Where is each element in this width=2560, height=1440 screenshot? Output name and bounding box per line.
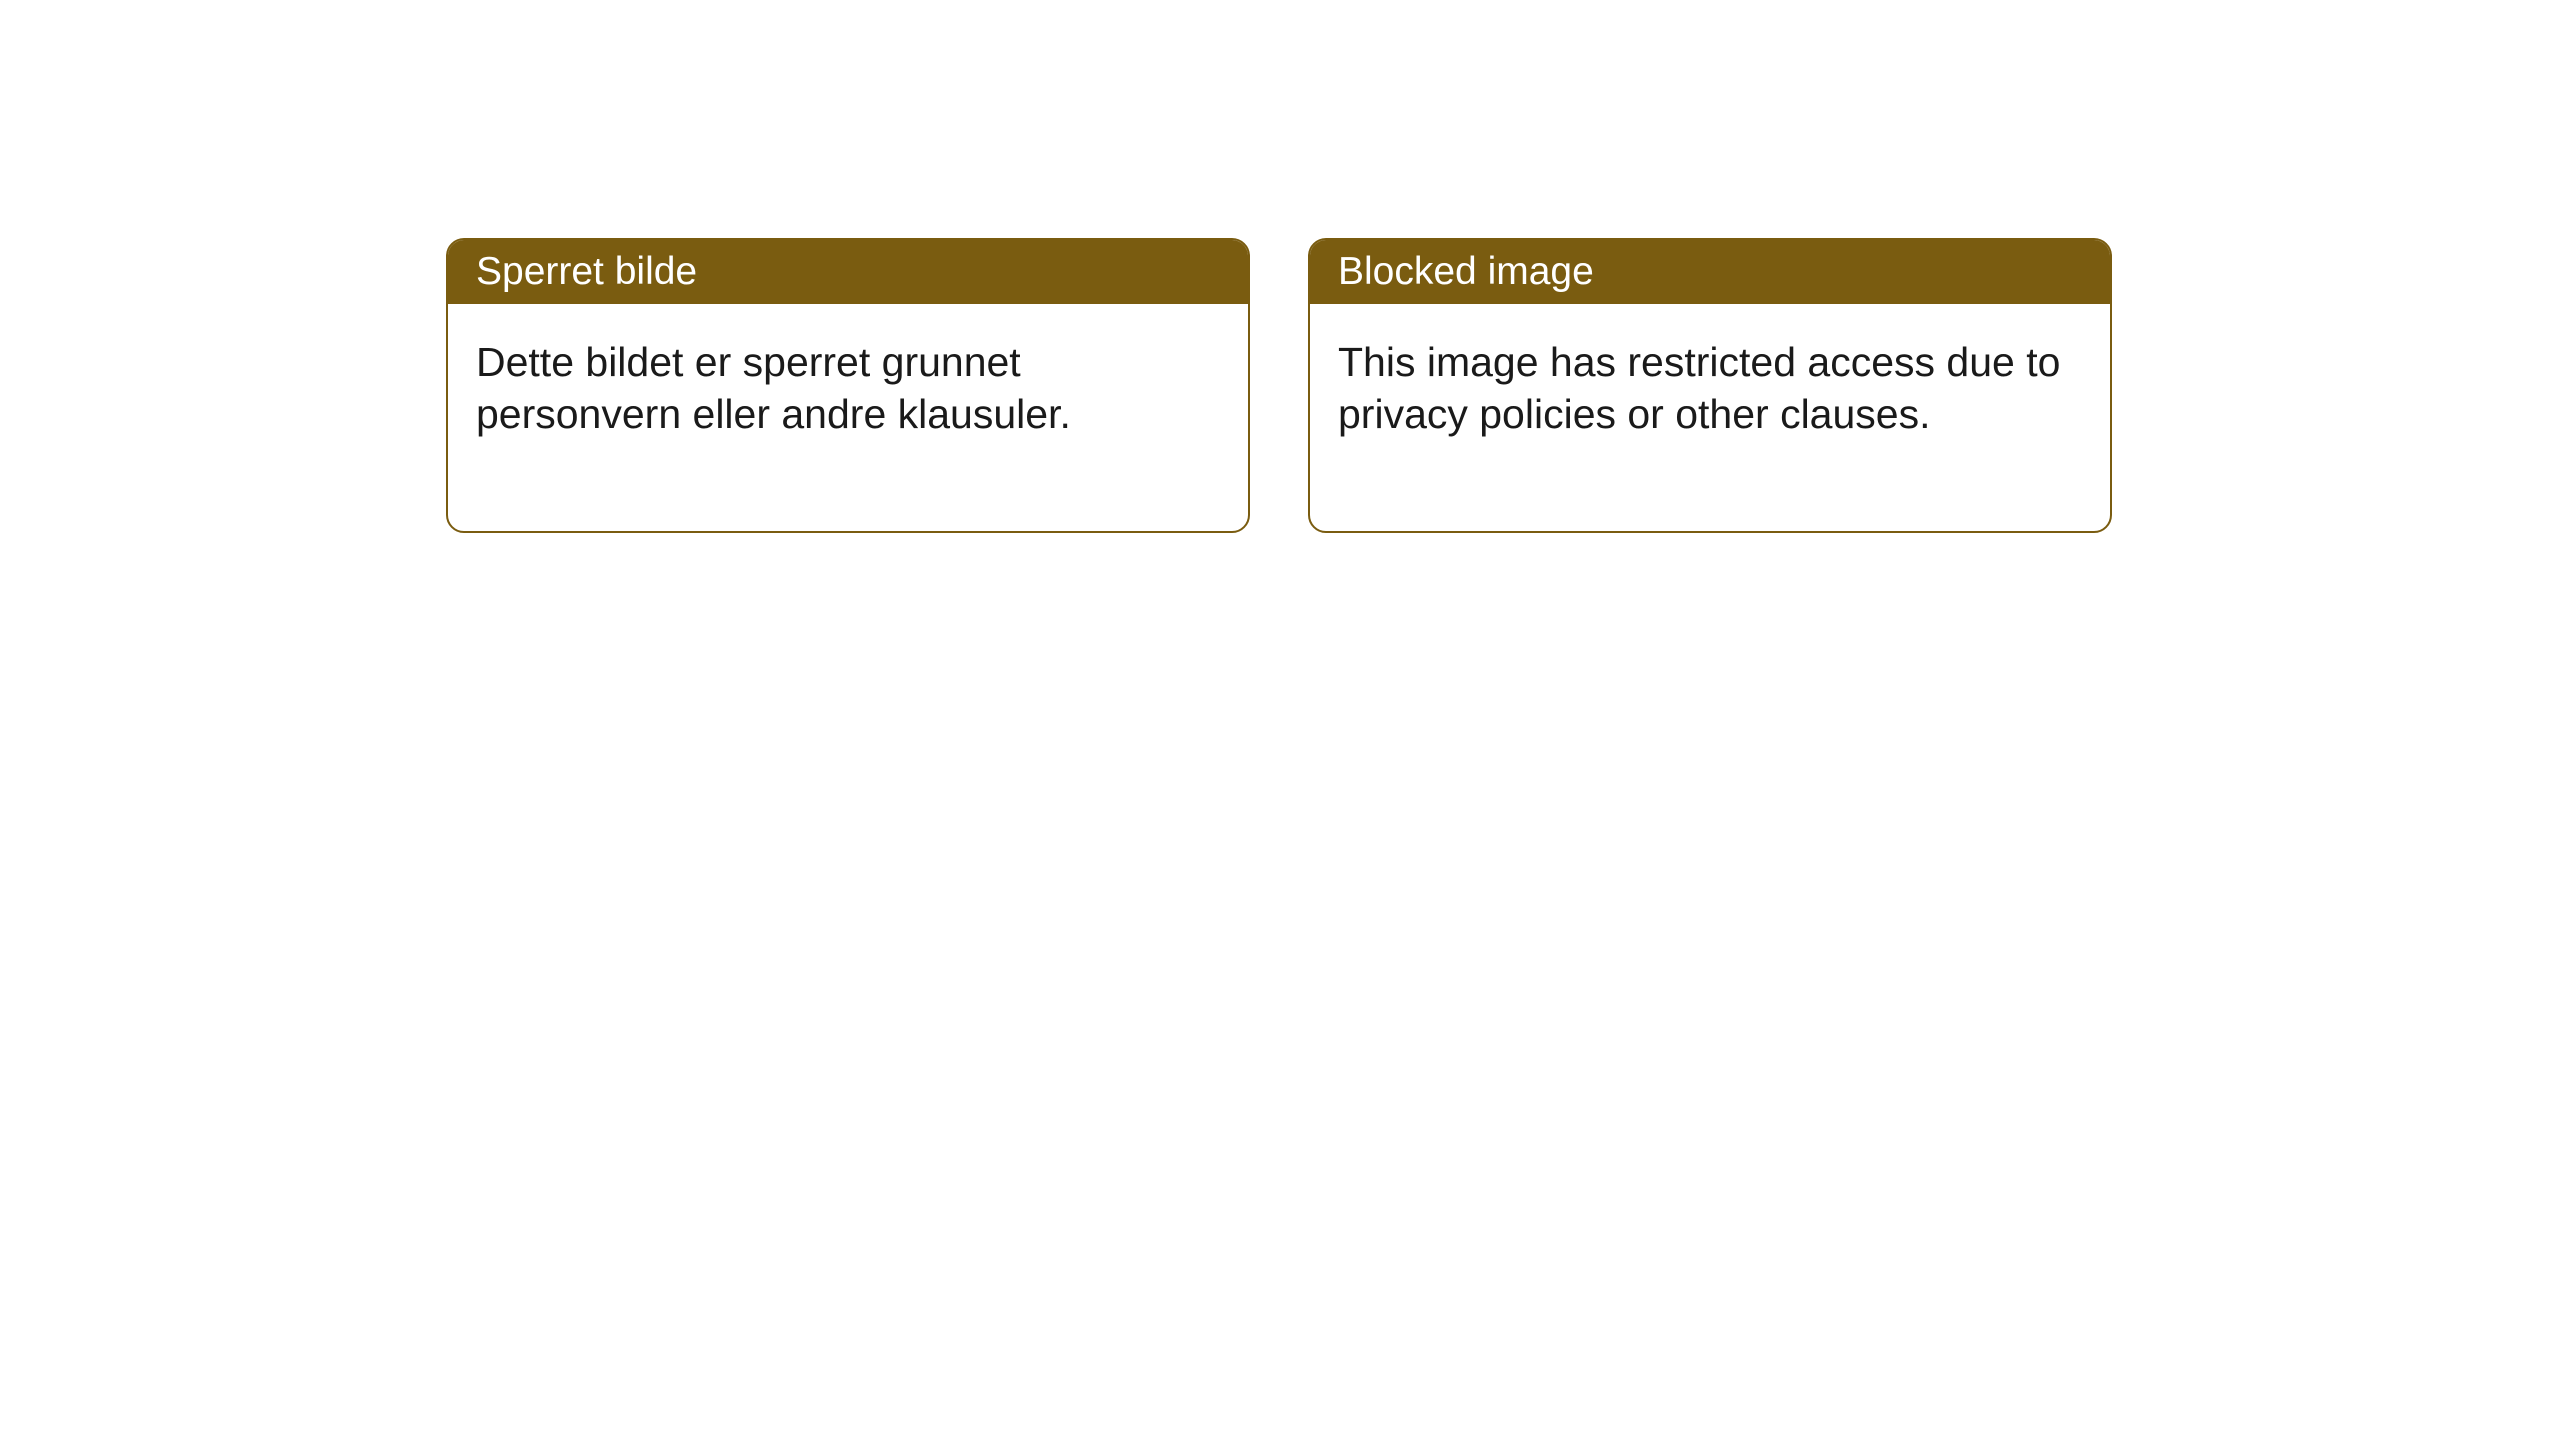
card-body: Dette bildet er sperret grunnet personve…	[448, 304, 1248, 531]
notice-cards-container: Sperret bilde Dette bildet er sperret gr…	[446, 238, 2560, 533]
notice-card-english: Blocked image This image has restricted …	[1308, 238, 2112, 533]
card-title: Sperret bilde	[476, 250, 697, 293]
card-message: This image has restricted access due to …	[1338, 339, 2060, 437]
card-title: Blocked image	[1338, 250, 1594, 293]
card-header: Blocked image	[1310, 240, 2110, 304]
card-header: Sperret bilde	[448, 240, 1248, 304]
card-body: This image has restricted access due to …	[1310, 304, 2110, 531]
notice-card-norwegian: Sperret bilde Dette bildet er sperret gr…	[446, 238, 1250, 533]
card-message: Dette bildet er sperret grunnet personve…	[476, 339, 1071, 437]
